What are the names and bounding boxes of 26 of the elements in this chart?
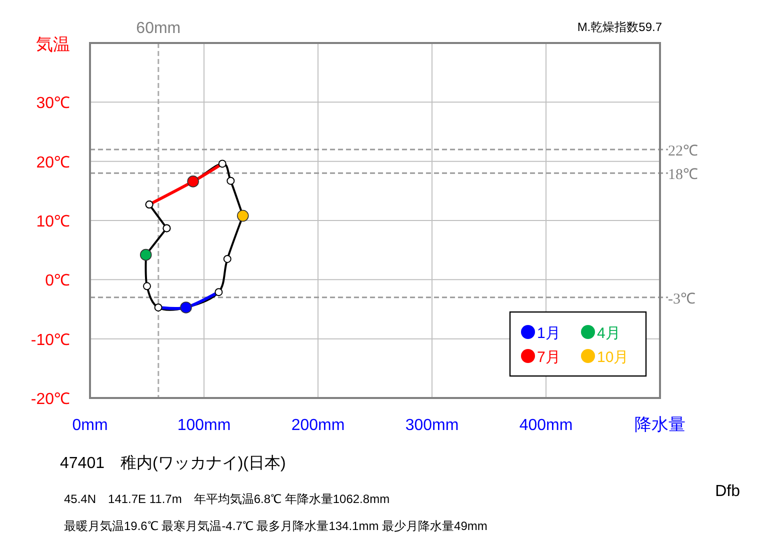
y-tick-label: -20℃ (30, 391, 70, 408)
y-tick-label: 0℃ (45, 272, 70, 290)
x-tick-label: 400mm (519, 417, 573, 434)
x-axis-title: 降水量 (634, 415, 686, 434)
y-tick-label: -10℃ (30, 332, 70, 349)
ref-line-label: -3℃ (668, 291, 696, 308)
y-tick-label: 10℃ (36, 214, 70, 230)
x-tick-label: 200mm (291, 417, 345, 434)
y-tick-label: 30℃ (36, 95, 70, 112)
legend-label: 7月 (537, 349, 560, 366)
x-tick-label: 0mm (72, 417, 108, 434)
x-tick-label: 100mm (177, 417, 231, 434)
text: Dfb (715, 483, 740, 500)
legend-label: 1月 (537, 325, 560, 342)
ref-line-label: 22℃ (668, 144, 698, 160)
text: 47401 稚内(ワッカナイ)(日本) (60, 454, 286, 472)
legend-label: 4月 (597, 325, 620, 342)
ref-line-label: 18℃ (668, 167, 698, 184)
text: 45.4N 141.7E 11.7m 年平均気温6.8℃ 年降水量1062.8mm (64, 492, 390, 506)
legend-label: 10月 (597, 349, 629, 366)
y-tick-label: 20℃ (36, 154, 70, 172)
x-tick-label: 300mm (405, 417, 459, 434)
text: M.乾燥指数59.7 (577, 20, 662, 34)
text: 最暖月気温19.6℃ 最寒月気温-4.7℃ 最多月降水量134.1mm 最少月降水量49mm (64, 519, 488, 533)
ref-line-label: 60mm (136, 20, 181, 37)
y-axis-title: 気温 (36, 35, 70, 54)
